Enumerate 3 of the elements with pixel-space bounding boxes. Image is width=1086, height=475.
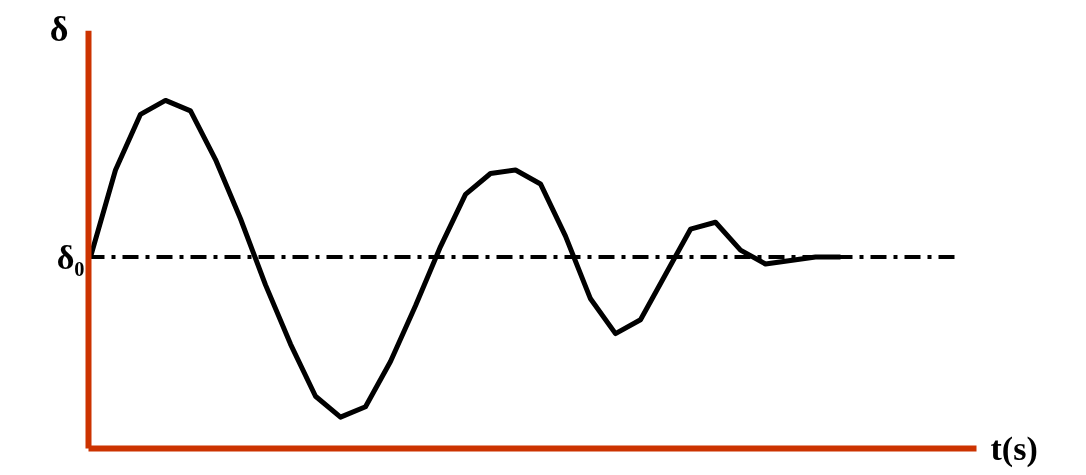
ref-line-label: δ₀ <box>56 238 85 276</box>
x-axis-title: t(s) <box>990 429 1038 468</box>
y-axis-title: δ <box>49 8 69 49</box>
